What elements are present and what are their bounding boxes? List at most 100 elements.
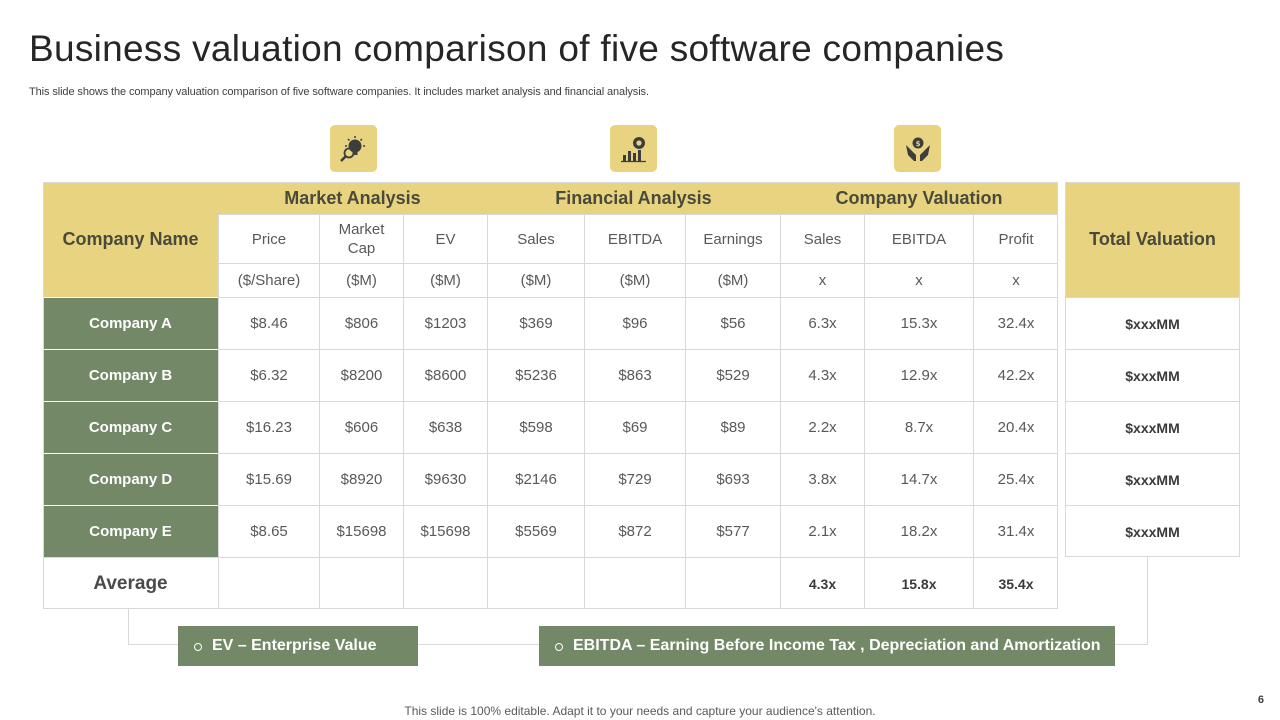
unit-label: ($/Share)	[218, 263, 319, 297]
hands-money-icon: $	[894, 125, 941, 172]
table-cell: 14.7x	[864, 453, 973, 505]
unit-label: ($M)	[685, 263, 780, 297]
column-header: EV	[403, 214, 487, 263]
table-cell: $15.69	[218, 453, 319, 505]
average-label: Average	[43, 557, 218, 609]
average-cell	[487, 557, 584, 609]
connector-line	[128, 609, 129, 645]
column-header: Profit	[973, 214, 1058, 263]
legend-ebitda: EBITDA – Earning Before Income Tax , Dep…	[539, 626, 1115, 666]
table-cell: 2.1x	[780, 505, 864, 557]
table-cell: $5236	[487, 349, 584, 401]
company-name-cell: Company D	[43, 453, 218, 505]
table-cell: 32.4x	[973, 297, 1058, 349]
table-cell: $8600	[403, 349, 487, 401]
legend-ebitda-text: EBITDA – Earning Before Income Tax , Dep…	[573, 637, 1101, 654]
table-cell: 42.2x	[973, 349, 1058, 401]
legend-ev-text: EV – Enterprise Value	[212, 637, 377, 654]
table-cell: $729	[584, 453, 685, 505]
table-cell: $863	[584, 349, 685, 401]
page-subtitle: This slide shows the company valuation c…	[29, 86, 649, 98]
column-header: EBITDA	[864, 214, 973, 263]
table-cell: $6.32	[218, 349, 319, 401]
table-cell: $8.65	[218, 505, 319, 557]
company-valuation-header: Company Valuation	[780, 182, 1058, 214]
unit-label: ($M)	[403, 263, 487, 297]
total-valuation-cell: $xxxMM	[1065, 297, 1240, 349]
unit-label: x	[864, 263, 973, 297]
table-cell: 4.3x	[780, 349, 864, 401]
total-valuation-cell: $xxxMM	[1065, 401, 1240, 453]
company-name-header: Company Name	[43, 182, 218, 297]
table-cell: $577	[685, 505, 780, 557]
average-cell: 15.8x	[864, 557, 973, 609]
total-valuation-cell: $xxxMM	[1065, 505, 1240, 557]
unit-label: x	[973, 263, 1058, 297]
table-cell: $96	[584, 297, 685, 349]
table-cell: $16.23	[218, 401, 319, 453]
table-cell: $638	[403, 401, 487, 453]
table-cell: $606	[319, 401, 403, 453]
total-valuation-cell: $xxxMM	[1065, 453, 1240, 505]
table-cell: $8200	[319, 349, 403, 401]
total-valuation-header: Total Valuation	[1065, 182, 1240, 297]
table-cell: $15698	[403, 505, 487, 557]
table-cell: $2146	[487, 453, 584, 505]
valuation-table: Company Name Market Analysis Financial A…	[43, 182, 1058, 609]
table-cell: $69	[584, 401, 685, 453]
company-name-cell: Company B	[43, 349, 218, 401]
column-header: EBITDA	[584, 214, 685, 263]
unit-label: x	[780, 263, 864, 297]
column-header: Sales	[487, 214, 584, 263]
idea-search-icon	[330, 125, 377, 172]
connector-line	[1147, 557, 1148, 645]
table-cell: $5569	[487, 505, 584, 557]
average-cell	[218, 557, 319, 609]
svg-text:$: $	[915, 140, 920, 148]
average-cell: 35.4x	[973, 557, 1058, 609]
market-analysis-header: Market Analysis	[218, 182, 487, 214]
column-header: Sales	[780, 214, 864, 263]
footer-note: This slide is 100% editable. Adapt it to…	[404, 704, 876, 718]
table-cell: 25.4x	[973, 453, 1058, 505]
table-cell: $56	[685, 297, 780, 349]
company-name-cell: Company E	[43, 505, 218, 557]
table-cell: 20.4x	[973, 401, 1058, 453]
financial-chart-gear-icon	[610, 125, 657, 172]
table-cell: $1203	[403, 297, 487, 349]
table-cell: 15.3x	[864, 297, 973, 349]
table-cell: $15698	[319, 505, 403, 557]
table-cell: 2.2x	[780, 401, 864, 453]
table-cell: 8.7x	[864, 401, 973, 453]
table-cell: $598	[487, 401, 584, 453]
table-cell: $529	[685, 349, 780, 401]
average-cell: 4.3x	[780, 557, 864, 609]
table-cell: 31.4x	[973, 505, 1058, 557]
page-number: 6	[1257, 694, 1264, 706]
legend-ev: EV – Enterprise Value	[178, 626, 418, 666]
average-cell	[403, 557, 487, 609]
table-cell: $872	[584, 505, 685, 557]
bullet-icon	[555, 643, 563, 651]
table-cell: $806	[319, 297, 403, 349]
table-cell: 3.8x	[780, 453, 864, 505]
table-cell: $8.46	[218, 297, 319, 349]
average-cell	[319, 557, 403, 609]
unit-label: ($M)	[487, 263, 584, 297]
table-cell: $8920	[319, 453, 403, 505]
page-title: Business valuation comparison of five so…	[29, 28, 1005, 69]
table-cell: $693	[685, 453, 780, 505]
bullet-icon	[194, 643, 202, 651]
company-name-cell: Company A	[43, 297, 218, 349]
table-cell: $369	[487, 297, 584, 349]
table-cell: $89	[685, 401, 780, 453]
table-cell: 18.2x	[864, 505, 973, 557]
unit-label: ($M)	[319, 263, 403, 297]
total-valuation-cell: $xxxMM	[1065, 349, 1240, 401]
average-cell	[685, 557, 780, 609]
table-cell: 12.9x	[864, 349, 973, 401]
financial-analysis-header: Financial Analysis	[487, 182, 780, 214]
table-cell: $9630	[403, 453, 487, 505]
average-cell	[584, 557, 685, 609]
column-header: Earnings	[685, 214, 780, 263]
